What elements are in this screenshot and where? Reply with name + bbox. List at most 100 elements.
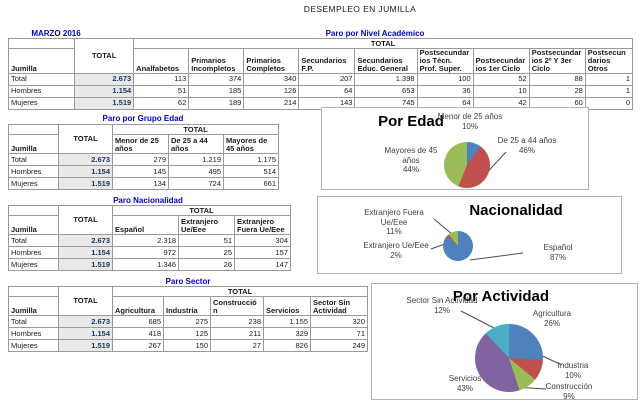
pie-label-pct: 10 xyxy=(434,122,506,132)
value-cell: 495 xyxy=(168,165,224,178)
value-cell: 0 xyxy=(584,96,634,110)
total-value: 2.673 xyxy=(58,234,113,247)
value-cell: 1 xyxy=(584,72,634,86)
row-label: Mujeres xyxy=(8,258,59,271)
value-cell: 62 xyxy=(133,96,190,110)
total-value: 1.154 xyxy=(58,327,113,340)
chart-por-actividad: Por Actividad Sector Sin Actividad 12 Ag… xyxy=(371,283,638,401)
pie-label-pct: 12 xyxy=(402,306,482,316)
value-cell: 267 xyxy=(112,339,164,352)
value-cell: 211 xyxy=(210,327,264,340)
table-sector: TOTAL TOTAL Jumilla Agricultura Industri… xyxy=(8,286,369,352)
row-label: Mujeres xyxy=(8,177,59,190)
corner-header: Jumilla xyxy=(8,134,59,154)
total-value: 2.673 xyxy=(74,72,135,86)
value-cell: 145 xyxy=(112,165,169,178)
value-cell: 189 xyxy=(188,96,245,110)
table-row: Hombres 1.154 972 25 157 xyxy=(8,246,292,259)
table-nivel-academico: TOTAL TOTAL Jumilla Analfabetos Primario… xyxy=(7,38,634,110)
title-nivel-academico: Paro por Nivel Académico xyxy=(325,29,425,38)
column-header: Servicios xyxy=(263,296,311,316)
column-header: Agricultura xyxy=(112,296,164,316)
value-cell: 1.155 xyxy=(263,315,311,328)
table-row: Hombres 1.154 51 185 126 64 653 36 10 28… xyxy=(7,84,634,98)
value-cell: 207 xyxy=(298,72,356,86)
value-cell: 514 xyxy=(222,165,280,178)
row-label: Mujeres xyxy=(8,339,59,352)
pie-label-pct: 44 xyxy=(378,165,444,175)
pie-label-construccion: Construcción 9 xyxy=(529,382,609,401)
value-cell: 88 xyxy=(528,72,586,86)
column-header: Postsecundarios 1er Ciclo xyxy=(472,48,530,74)
pie-label-text: Extranjero Fuera Ue/Eee xyxy=(364,208,424,227)
table-row: Mujeres 1.519 62 189 214 143 745 64 42 6… xyxy=(7,96,634,110)
group-header: TOTAL xyxy=(133,38,633,49)
table-grupo-edad: TOTAL TOTAL Jumilla Menor de 25 años De … xyxy=(8,124,280,190)
value-cell: 28 xyxy=(528,84,586,98)
pie-label-industria: Industria 10 xyxy=(538,361,608,380)
value-cell: 25 xyxy=(178,246,235,259)
value-cell: 279 xyxy=(112,153,169,166)
value-cell: 653 xyxy=(354,84,418,98)
value-cell: 1.398 xyxy=(354,72,418,86)
column-header: Postsecundarios 2º Y 3er Ciclo xyxy=(528,48,586,74)
value-cell: 185 xyxy=(188,84,245,98)
pie-label-espanol: Español 87 xyxy=(523,243,593,262)
total-column-header: TOTAL xyxy=(74,38,135,74)
value-cell: 304 xyxy=(233,234,292,247)
value-cell: 100 xyxy=(416,72,474,86)
value-cell: 340 xyxy=(243,72,300,86)
table-nacionalidad: TOTAL TOTAL Jumilla Español Extranjero U… xyxy=(8,205,292,271)
corner-blank-cell xyxy=(8,205,59,216)
pie-label-25-44: De 25 a 44 años 46 xyxy=(496,136,558,155)
value-cell: 51 xyxy=(178,234,235,247)
row-label: Total xyxy=(8,153,59,166)
value-cell: 374 xyxy=(188,72,245,86)
corner-header: Jumilla xyxy=(8,215,59,235)
chart-title: Por Edad xyxy=(378,113,444,130)
pie-por-edad xyxy=(444,142,490,188)
pie-label-text: Agricultura xyxy=(532,309,572,318)
value-cell: 661 xyxy=(222,177,280,190)
value-cell: 238 xyxy=(210,315,264,328)
value-cell: 826 xyxy=(263,339,311,352)
table-row: Total 2.673 113 374 340 207 1.398 100 52… xyxy=(7,72,634,86)
column-header: Sector Sin Actividad xyxy=(309,296,369,316)
table-row: Total 2.673 2.318 51 304 xyxy=(8,234,292,247)
title-nacionalidad: Paro Nacionalidad xyxy=(113,196,183,205)
value-cell: 36 xyxy=(416,84,474,98)
total-value: 1.519 xyxy=(58,177,113,190)
value-cell: 275 xyxy=(163,315,211,328)
total-value: 1.519 xyxy=(58,339,113,352)
value-cell: 51 xyxy=(133,84,190,98)
value-cell: 64 xyxy=(298,84,356,98)
pie-label-text: Servicios xyxy=(448,374,482,383)
value-cell: 125 xyxy=(163,327,211,340)
value-cell: 147 xyxy=(233,258,292,271)
row-label: Hombres xyxy=(8,246,59,259)
column-header: Primarios Completos xyxy=(243,48,300,74)
column-header: Primarios Incompletos xyxy=(188,48,245,74)
column-header: Mayores de 45 años xyxy=(222,134,280,154)
total-value: 1.154 xyxy=(58,165,113,178)
row-label: Hombres xyxy=(8,165,59,178)
group-header: TOTAL xyxy=(111,124,280,135)
table-row: Mujeres 1.519 134 724 661 xyxy=(8,177,280,190)
chart-por-edad: Por Edad Menor de 25 años 10 De 25 a 44 … xyxy=(321,107,589,190)
row-label: Hombres xyxy=(8,327,59,340)
page-title: DESEMPLEO EN JUMILLA xyxy=(303,4,417,14)
pie-label-extranjero-ue: Extranjero Ue/Eee 2 xyxy=(361,241,431,260)
pie-label-pct: 87 xyxy=(523,253,593,263)
table-row: Mujeres 1.519 1.346 26 147 xyxy=(8,258,292,271)
value-cell: 134 xyxy=(112,177,169,190)
pie-label-pct: 46 xyxy=(496,146,558,156)
pie-label-pct: 43 xyxy=(430,384,500,394)
chart-title: Nacionalidad xyxy=(469,202,563,219)
title-sector: Paro Sector xyxy=(165,277,211,286)
pie-label-pct: 9 xyxy=(529,392,609,402)
corner-blank-cell xyxy=(7,38,76,49)
table-row: Total 2.673 685 275 238 1.155 320 xyxy=(8,315,369,328)
pie-label-servicios: Servicios 43 xyxy=(430,374,500,393)
value-cell: 52 xyxy=(472,72,530,86)
